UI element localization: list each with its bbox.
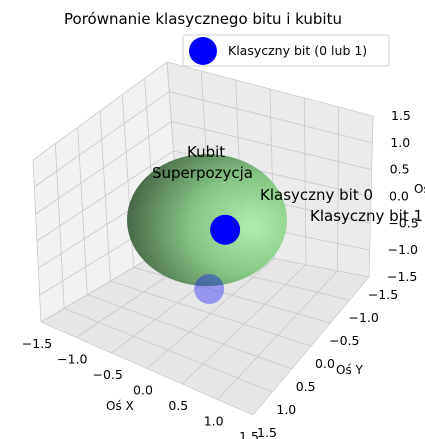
sphere-label-2: Superpozycja [152, 164, 253, 182]
z-tick-label: 1.5 [391, 108, 411, 123]
y-tick-label: 1.0 [276, 402, 296, 417]
sphere-label-1: Kubit [187, 143, 225, 161]
z-grid-back [166, 61, 374, 117]
x-tick-label: 1.0 [204, 414, 224, 429]
point-label-1: Klasyczny bit 1 [310, 207, 423, 225]
z-axis-label: Oś Z [414, 182, 425, 196]
x-tick-label: −1.5 [22, 336, 52, 351]
y-tick-label: −1.0 [348, 310, 378, 325]
z-grid-side [36, 150, 174, 242]
point-label-0: Klasyczny bit 0 [260, 186, 373, 204]
y-axis-label: Oś Y [336, 363, 364, 377]
x-tick-label: 1.5 [239, 429, 259, 439]
z-tick-label: 1.0 [390, 135, 410, 150]
y-grid-floor [64, 307, 273, 393]
z-grid-back [169, 91, 373, 144]
z-tick-label: −1.0 [388, 242, 418, 257]
x-tick-label: 0.5 [168, 398, 188, 413]
x-tick-label: −1.0 [57, 352, 87, 367]
legend-label: Klasyczny bit (0 lub 1) [228, 43, 367, 58]
y-tick-label: 1.5 [257, 425, 277, 439]
z-tick-label: 0.0 [389, 189, 409, 204]
z-grid-side [34, 91, 170, 188]
bit-point [194, 274, 225, 305]
z-tick-label: 0.5 [390, 162, 410, 177]
z-tick-label: −1.5 [387, 269, 417, 284]
x-axis-label: Oś X [106, 399, 134, 413]
bit-point [210, 214, 241, 245]
y-grid-floor [87, 294, 292, 370]
legend: Klasyczny bit (0 lub 1) [182, 34, 390, 67]
qubit-sphere [127, 154, 287, 286]
y-grid-floor [110, 280, 312, 347]
chart-title: Porównanie klasycznego bitu i kubitu [64, 10, 342, 28]
y-grid-floor [40, 321, 254, 416]
legend-box [182, 34, 390, 67]
x-tick-label: 0.0 [133, 383, 153, 398]
z-grid-back [171, 120, 372, 171]
legend-marker [189, 37, 217, 65]
z-grid-side [35, 121, 172, 215]
points [194, 214, 241, 305]
tick-labels: −1.5−1.0−0.50.00.51.01.5−1.5−1.0−0.50.00… [22, 108, 419, 439]
y-tick-label: 0.0 [315, 356, 335, 371]
y-tick-label: −1.5 [368, 287, 398, 302]
y-tick-label: −0.5 [329, 333, 359, 348]
x-tick-label: −0.5 [92, 367, 122, 382]
z-grid-side [32, 61, 168, 161]
z-tick-label: −0.5 [388, 215, 418, 230]
y-tick-label: 0.5 [296, 379, 316, 394]
